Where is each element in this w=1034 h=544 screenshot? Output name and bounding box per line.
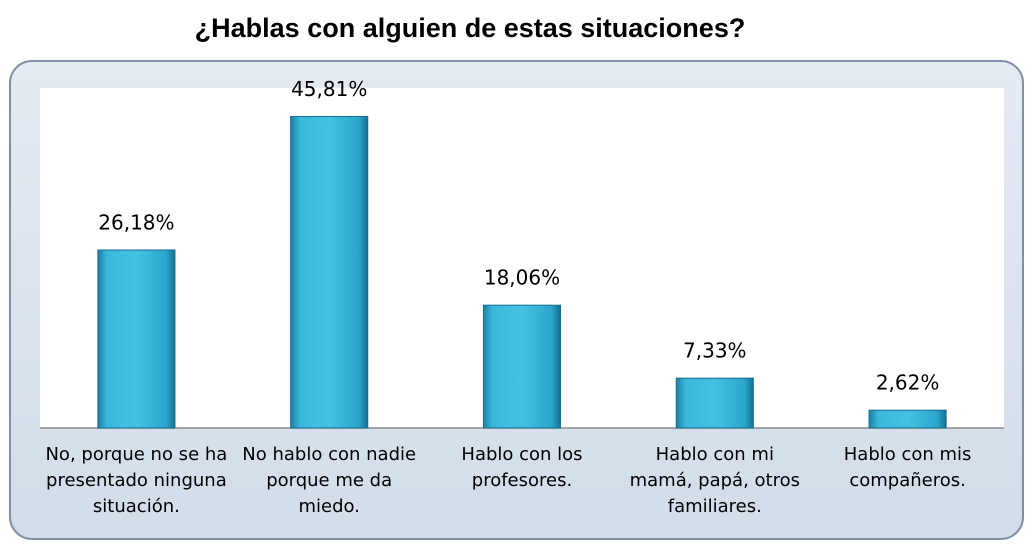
value-label: 45,81% [291, 77, 367, 101]
x-tick-label: Hablo con mi mamá, papá, otros familiare… [629, 444, 800, 517]
x-tick-label: No, porque no se ha presentado ninguna s… [45, 444, 228, 517]
x-tick-label: No hablo con nadie porque me da miedo. [242, 444, 417, 517]
bar [482, 304, 562, 429]
chart-title: ¿Hablas con alguien de estas situaciones… [195, 13, 746, 43]
bar [868, 409, 947, 429]
value-label: 2,62% [876, 371, 940, 395]
x-tick-label: Hablo con los profesores. [461, 444, 583, 491]
bar [675, 377, 754, 429]
bar [97, 249, 176, 429]
value-label: 18,06% [484, 266, 560, 290]
value-label: 26,18% [98, 210, 174, 234]
value-label: 7,33% [683, 339, 747, 363]
bar [290, 115, 369, 429]
x-tick-label: Hablo con mis compañeros. [843, 444, 972, 491]
